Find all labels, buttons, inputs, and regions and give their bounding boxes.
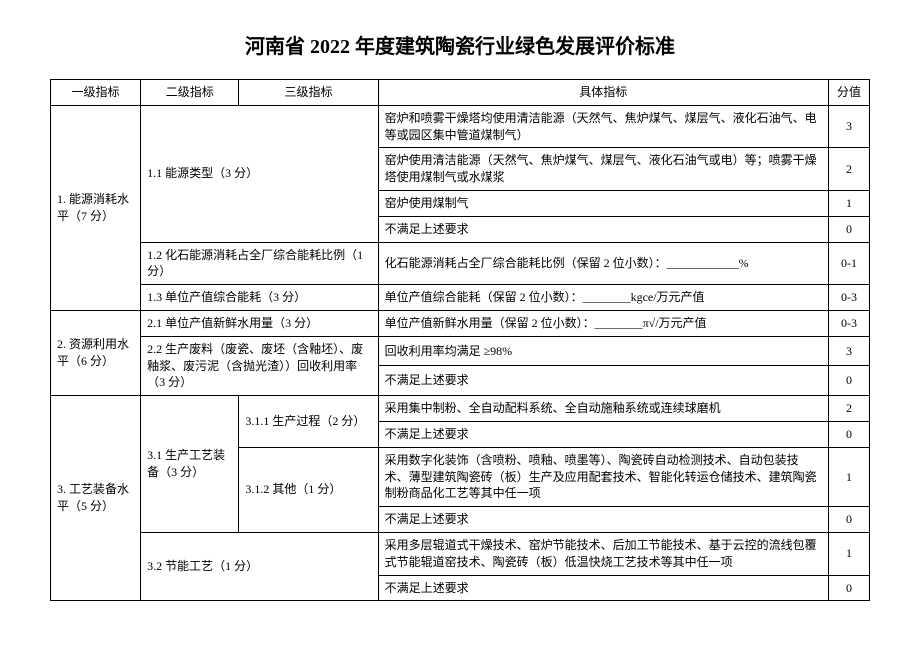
l2-fossil-ratio: 1.2 化石能源消耗占全厂综合能耗比例（1 分） [141, 242, 378, 285]
score-cell: 2 [829, 396, 870, 422]
score-cell: 0 [829, 575, 870, 601]
table-row: 3.2 节能工艺（1 分） 采用多层辊道式干燥技术、窑炉节能技术、后加工节能技术… [51, 532, 870, 575]
l1-process: 3. 工艺装备水平（5 分） [51, 396, 141, 601]
header-l2: 二级指标 [141, 80, 239, 106]
header-l1: 一级指标 [51, 80, 141, 106]
detail-cell: 不满足上述要求 [378, 216, 828, 242]
header-score: 分值 [829, 80, 870, 106]
table-header-row: 一级指标 二级指标 三级指标 具体指标 分值 [51, 80, 870, 106]
detail-cell: 单位产值综合能耗（保留 2 位小数）：________kgce/万元产值 [378, 285, 828, 311]
header-l3: 三级指标 [239, 80, 378, 106]
score-cell: 0-1 [829, 242, 870, 285]
l2-energy-type: 1.1 能源类型（3 分） [141, 105, 378, 242]
score-cell: 0 [829, 216, 870, 242]
detail-cell: 采用集中制粉、全自动配料系统、全自动施釉系统或连续球磨机 [378, 396, 828, 422]
l2-fresh-water: 2.1 单位产值新鲜水用量（3 分） [141, 310, 378, 336]
score-cell: 0-3 [829, 310, 870, 336]
l1-energy: 1. 能源消耗水平（7 分） [51, 105, 141, 310]
l2-process-equip: 3.1 生产工艺装备（3 分） [141, 396, 239, 533]
table-row: 2.2 生产废料（废瓷、废坯（含釉坯）、废釉浆、废污泥（含抛光渣））回收利用率（… [51, 336, 870, 366]
score-cell: 0 [829, 507, 870, 533]
detail-cell: 化石能源消耗占全厂综合能耗比例（保留 2 位小数）：____________% [378, 242, 828, 285]
score-cell: 1 [829, 447, 870, 506]
score-cell: 1 [829, 190, 870, 216]
l2-unit-energy: 1.3 单位产值综合能耗（3 分） [141, 285, 378, 311]
header-detail: 具体指标 [378, 80, 828, 106]
detail-cell: 采用多层辊道式干燥技术、窑炉节能技术、后加工节能技术、基于云控的流线包覆式节能辊… [378, 532, 828, 575]
score-cell: 3 [829, 105, 870, 148]
table-row: 3. 工艺装备水平（5 分） 3.1 生产工艺装备（3 分） 3.1.1 生产过… [51, 396, 870, 422]
page-title: 河南省 2022 年度建筑陶瓷行业绿色发展评价标准 [50, 30, 870, 59]
score-cell: 3 [829, 336, 870, 366]
detail-cell: 窑炉使用清洁能源（天然气、焦炉煤气、煤层气、液化石油气或电）等；喷雾干燥塔使用煤… [378, 148, 828, 191]
table-row: 1.2 化石能源消耗占全厂综合能耗比例（1 分） 化石能源消耗占全厂综合能耗比例… [51, 242, 870, 285]
evaluation-table: 一级指标 二级指标 三级指标 具体指标 分值 1. 能源消耗水平（7 分） 1.… [50, 79, 870, 601]
l2-waste-recycle: 2.2 生产废料（废瓷、废坯（含釉坯）、废釉浆、废污泥（含抛光渣））回收利用率（… [141, 336, 378, 395]
score-cell: 0-3 [829, 285, 870, 311]
score-cell: 2 [829, 148, 870, 191]
detail-cell: 不满足上述要求 [378, 366, 828, 396]
l3-production: 3.1.1 生产过程（2 分） [239, 396, 378, 448]
detail-cell: 单位产值新鲜水用量（保留 2 位小数）：________π√/万元产值 [378, 310, 828, 336]
detail-cell: 不满足上述要求 [378, 575, 828, 601]
detail-cell: 回收利用率均满足 ≥98% [378, 336, 828, 366]
score-cell: 0 [829, 421, 870, 447]
l3-other: 3.1.2 其他（1 分） [239, 447, 378, 532]
detail-cell: 窑炉和喷雾干燥塔均使用清洁能源（天然气、焦炉煤气、煤层气、液化石油气、电等或园区… [378, 105, 828, 148]
detail-cell: 窑炉使用煤制气 [378, 190, 828, 216]
score-cell: 0 [829, 366, 870, 396]
table-row: 1. 能源消耗水平（7 分） 1.1 能源类型（3 分） 窑炉和喷雾干燥塔均使用… [51, 105, 870, 148]
detail-cell: 不满足上述要求 [378, 507, 828, 533]
detail-cell: 采用数字化装饰（含喷粉、喷釉、喷墨等）、陶瓷砖自动检测技术、自动包装技术、薄型建… [378, 447, 828, 506]
score-cell: 1 [829, 532, 870, 575]
detail-cell: 不满足上述要求 [378, 421, 828, 447]
l2-energy-saving: 3.2 节能工艺（1 分） [141, 532, 378, 600]
table-row: 1.3 单位产值综合能耗（3 分） 单位产值综合能耗（保留 2 位小数）：___… [51, 285, 870, 311]
l1-resource: 2. 资源利用水平（6 分） [51, 310, 141, 395]
table-row: 2. 资源利用水平（6 分） 2.1 单位产值新鲜水用量（3 分） 单位产值新鲜… [51, 310, 870, 336]
